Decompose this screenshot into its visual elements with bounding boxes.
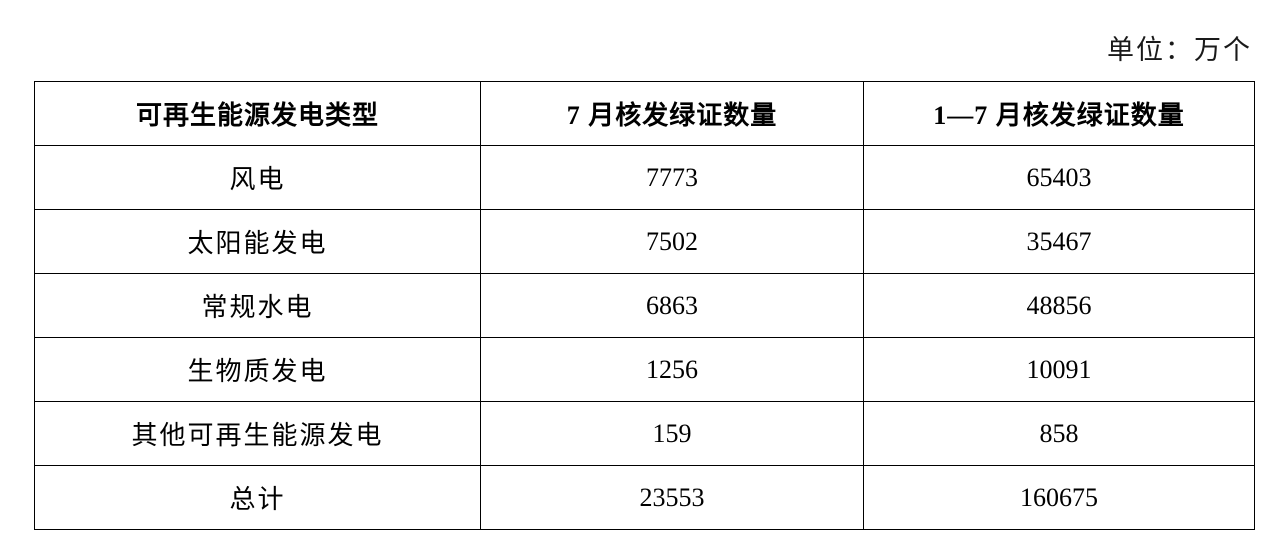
table-row: 太阳能发电 7502 35467 — [34, 209, 1255, 274]
cell-energy-type-total: 总计 — [34, 465, 481, 530]
cell-jan-july-count-total: 160675 — [863, 465, 1255, 530]
cell-energy-type: 生物质发电 — [34, 337, 481, 402]
cell-jan-july-count: 65403 — [863, 145, 1255, 210]
header-jan-july-count: 1—7 月核发绿证数量 — [863, 81, 1255, 146]
header-energy-type: 可再生能源发电类型 — [34, 81, 481, 146]
cell-july-count: 6863 — [480, 273, 864, 338]
table-row: 风电 7773 65403 — [34, 145, 1255, 210]
cell-jan-july-count: 48856 — [863, 273, 1255, 338]
cell-july-count: 1256 — [480, 337, 864, 402]
cell-july-count-total: 23553 — [480, 465, 864, 530]
table-row: 常规水电 6863 48856 — [34, 273, 1255, 338]
cell-energy-type: 太阳能发电 — [34, 209, 481, 274]
cell-energy-type: 常规水电 — [34, 273, 481, 338]
cell-july-count: 7502 — [480, 209, 864, 274]
header-july-count: 7 月核发绿证数量 — [480, 81, 864, 146]
cell-energy-type: 风电 — [34, 145, 481, 210]
cell-jan-july-count: 35467 — [863, 209, 1255, 274]
table-header-row: 可再生能源发电类型 7 月核发绿证数量 1—7 月核发绿证数量 — [34, 81, 1255, 146]
cell-july-count: 159 — [480, 401, 864, 466]
table-row: 生物质发电 1256 10091 — [34, 337, 1255, 402]
table-row-total: 总计 23553 160675 — [34, 465, 1255, 530]
green-certificate-table: 可再生能源发电类型 7 月核发绿证数量 1—7 月核发绿证数量 风电 7773 … — [34, 81, 1255, 530]
unit-label: 单位：万个 — [1107, 35, 1252, 65]
cell-jan-july-count: 858 — [863, 401, 1255, 466]
cell-jan-july-count: 10091 — [863, 337, 1255, 402]
table-row: 其他可再生能源发电 159 858 — [34, 401, 1255, 466]
cell-energy-type: 其他可再生能源发电 — [34, 401, 481, 466]
cell-july-count: 7773 — [480, 145, 864, 210]
